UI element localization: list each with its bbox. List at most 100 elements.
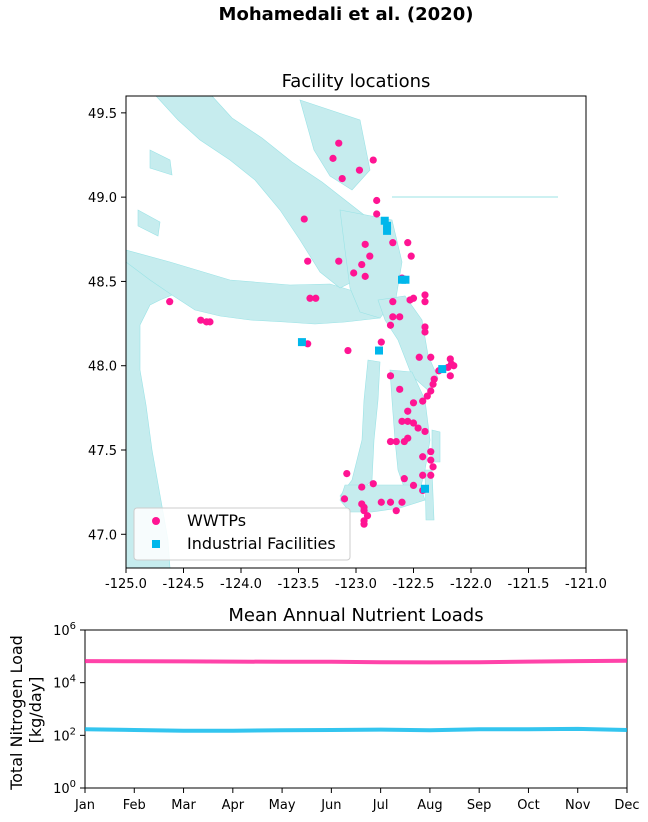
wwtp-point bbox=[197, 316, 205, 324]
water-body bbox=[424, 469, 435, 521]
map-x-tick-label: -121.5 bbox=[508, 577, 550, 592]
wwtp-point bbox=[421, 298, 429, 306]
wwtp-point bbox=[409, 419, 418, 427]
wwtp-point bbox=[396, 385, 404, 393]
wwtp-point bbox=[363, 512, 372, 520]
legend-industrial-marker bbox=[152, 540, 160, 548]
wwtp-point bbox=[407, 252, 415, 260]
wwtp-point bbox=[386, 437, 395, 446]
wwtp-point bbox=[361, 272, 369, 280]
map-y-tick-label: 47.0 bbox=[88, 528, 117, 543]
wwtp-point bbox=[427, 471, 435, 479]
wwtp-point bbox=[389, 298, 397, 306]
wwtp-point bbox=[414, 424, 422, 432]
load-x-tick-label: Jan bbox=[74, 798, 95, 813]
wwtp-point bbox=[386, 372, 395, 380]
wwtp-point bbox=[386, 321, 395, 329]
wwtp-point bbox=[419, 453, 427, 461]
load-x-tick-label: Dec bbox=[614, 798, 639, 813]
wwtp-point bbox=[206, 318, 214, 326]
wwtp-point bbox=[404, 407, 412, 415]
map-x-tick-label: -123.5 bbox=[278, 577, 320, 592]
wwtp-point bbox=[427, 448, 435, 456]
wwtp-point bbox=[400, 437, 408, 446]
wwtp-point bbox=[166, 298, 174, 306]
industrial-point bbox=[401, 275, 410, 284]
wwtp-point bbox=[360, 507, 368, 515]
map-y-axis: 47.0 47.5 48.0 48.5 49.0 49.5 bbox=[88, 107, 126, 543]
load-y-tick-label: 100 bbox=[53, 779, 76, 797]
load-y-label-line-1: Total Nitrogen Load bbox=[7, 635, 26, 791]
industrial-point bbox=[297, 338, 306, 347]
wwtp-point bbox=[366, 252, 374, 260]
map-panel: Facility locations bbox=[88, 71, 607, 592]
wwtp-point bbox=[427, 353, 435, 361]
wwtp-point bbox=[335, 257, 343, 265]
load-x-tick-label: Jun bbox=[320, 798, 341, 813]
legend-industrial-label: Industrial Facilities bbox=[187, 534, 336, 553]
map-x-tick-label: -122.5 bbox=[393, 577, 435, 592]
wwtp-point bbox=[338, 175, 346, 183]
water-body bbox=[431, 429, 441, 463]
load-x-tick-label: May bbox=[269, 798, 296, 813]
wwtp-point bbox=[361, 240, 369, 248]
wwtp-point bbox=[377, 338, 385, 346]
wwtp-point bbox=[421, 427, 429, 436]
industrial-point bbox=[375, 346, 383, 355]
map-x-tick-label: -122.0 bbox=[450, 577, 492, 592]
wwtp-point bbox=[343, 470, 351, 478]
wwtp-point bbox=[450, 362, 458, 370]
map-y-tick-label: 47.5 bbox=[88, 444, 117, 459]
wwtp-point bbox=[446, 372, 454, 380]
wwtp-point bbox=[386, 498, 395, 506]
wwtp-point bbox=[421, 291, 429, 299]
wwtp-point bbox=[398, 498, 406, 506]
wwtp-point bbox=[369, 156, 377, 164]
load-x-tick-label: Mar bbox=[171, 798, 196, 813]
load-x-tick-label: Sep bbox=[467, 798, 492, 813]
load-lines bbox=[84, 658, 628, 733]
wwtp-point bbox=[419, 471, 427, 479]
load-y-tick-label: 102 bbox=[53, 726, 76, 744]
wwtp-point bbox=[409, 399, 418, 407]
load-x-tick-label: Jul bbox=[372, 798, 389, 813]
wwtp-point bbox=[373, 210, 381, 218]
map-x-tick-label: -124.0 bbox=[220, 577, 262, 592]
wwtp-point bbox=[389, 239, 397, 247]
map-x-tick-label: -124.5 bbox=[163, 577, 205, 592]
map-x-tick-label: -123.0 bbox=[335, 577, 377, 592]
wwtp-point bbox=[429, 463, 437, 471]
wwtp-point bbox=[358, 260, 366, 269]
map-title: Facility locations bbox=[282, 71, 431, 92]
wwtp-point bbox=[340, 495, 349, 503]
map-y-tick-label: 49.5 bbox=[88, 107, 117, 122]
wwtp-point bbox=[396, 313, 404, 321]
load-title: Mean Annual Nutrient Loads bbox=[228, 605, 483, 626]
industrial-point bbox=[383, 226, 392, 235]
map-x-axis: -125.0 -124.5 -124.0 -123.5 -123.0 -122.5 -122… bbox=[105, 568, 607, 592]
wwtp-point bbox=[409, 481, 418, 489]
load-x-tick-label: Feb bbox=[123, 798, 146, 813]
wwtp-point bbox=[429, 380, 437, 388]
load-x-axis: Jan Feb Mar Apr May Jun Jul Aug Sep Oct Nov Dec bbox=[74, 788, 640, 813]
wwtp-point bbox=[423, 392, 431, 400]
wwtp-point bbox=[355, 166, 364, 174]
map-x-tick-label: -125.0 bbox=[105, 577, 147, 592]
wwtp-point bbox=[373, 196, 381, 205]
load-x-tick-label: Oct bbox=[517, 798, 539, 813]
wwtp-point bbox=[350, 269, 358, 277]
load-y-label: Total Nitrogen Load [kg/day] bbox=[7, 630, 45, 791]
wwtp-point bbox=[398, 417, 406, 425]
wwtp-point bbox=[400, 475, 408, 483]
map-y-tick-label: 48.0 bbox=[88, 360, 117, 375]
wwtp-point bbox=[306, 294, 314, 302]
wwtp-point bbox=[404, 417, 412, 425]
legend-wwtp-label: WWTPs bbox=[187, 511, 246, 530]
figure-title: Mohamedali et al. (2020) bbox=[219, 4, 474, 25]
wwtp-point bbox=[304, 257, 312, 265]
wwtp-point bbox=[329, 154, 337, 162]
wwtp-point bbox=[421, 323, 429, 331]
map-x-tick-label: -121.0 bbox=[565, 577, 607, 592]
wwtp-point bbox=[358, 483, 366, 491]
wwtp-point bbox=[377, 498, 385, 506]
